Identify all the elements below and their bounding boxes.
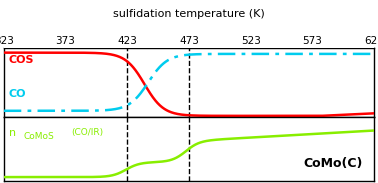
Text: n: n: [9, 128, 16, 138]
Text: CoMo(C): CoMo(C): [304, 157, 363, 170]
X-axis label: sulfidation temperature (K): sulfidation temperature (K): [113, 9, 265, 18]
Text: (CO/IR): (CO/IR): [72, 128, 104, 137]
Text: CoMoS: CoMoS: [23, 132, 54, 141]
Text: CO: CO: [9, 89, 26, 99]
Text: COS: COS: [9, 55, 34, 65]
